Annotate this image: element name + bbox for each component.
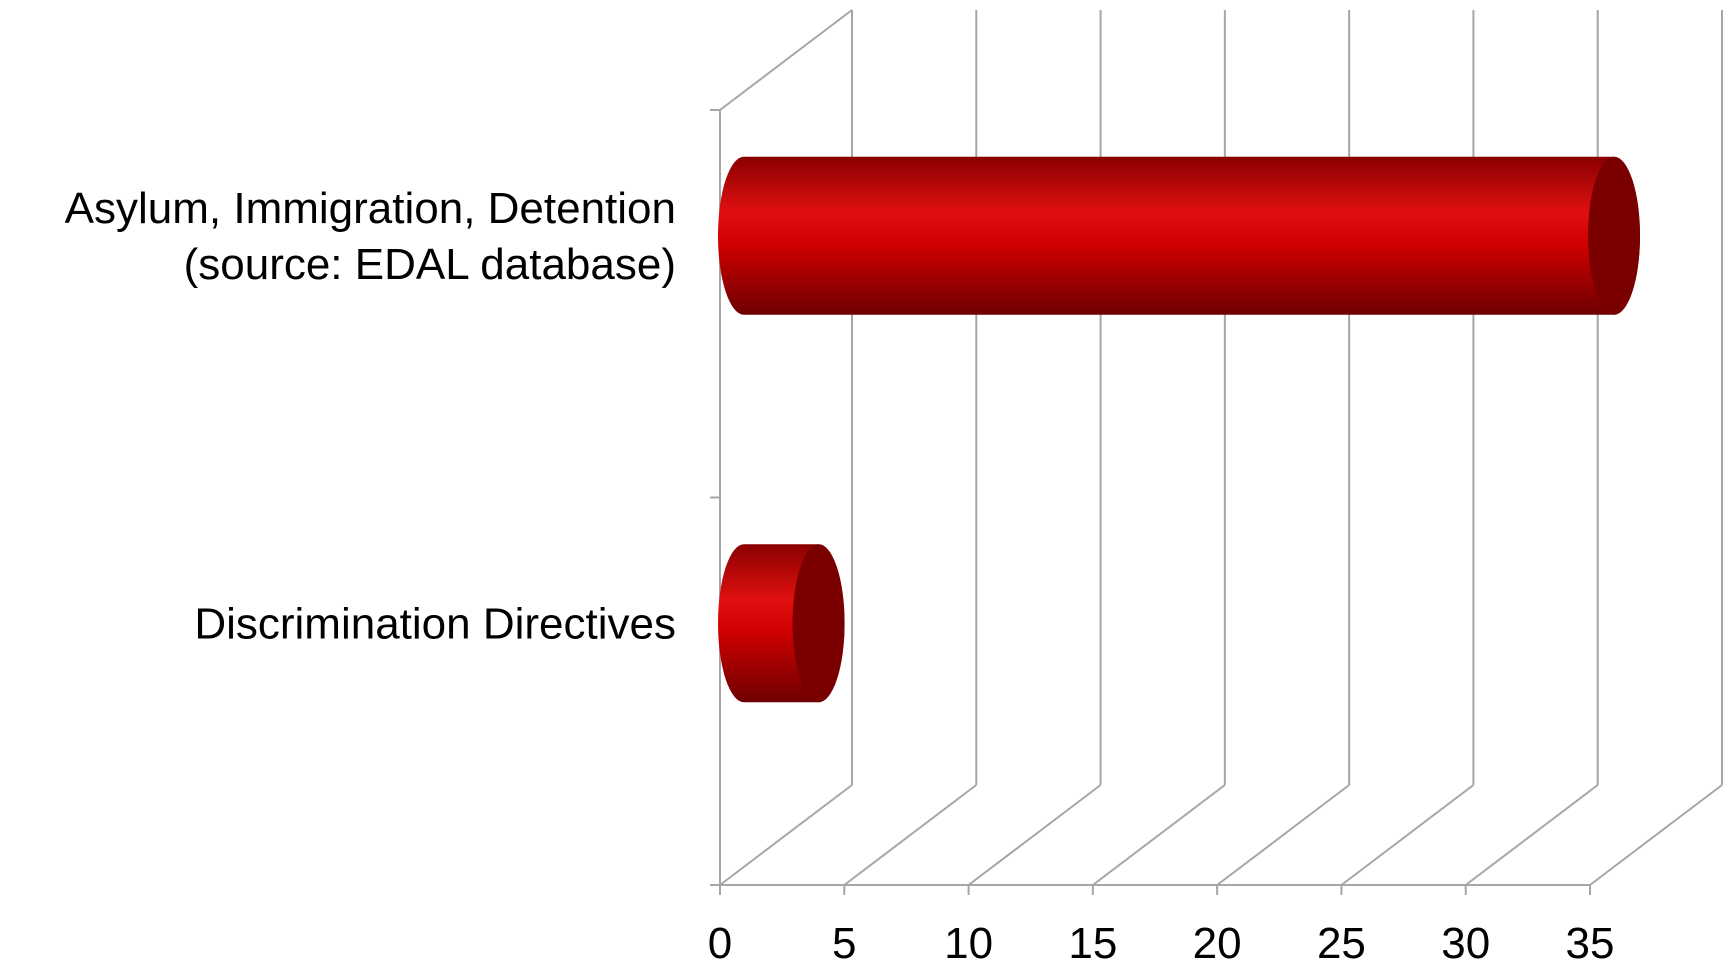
bar-body bbox=[718, 156, 1641, 315]
floor-line-25 bbox=[1340, 784, 1475, 886]
bars bbox=[718, 156, 1641, 703]
floor-line-0 bbox=[719, 784, 853, 886]
x-tick-label-5: 5 bbox=[832, 919, 856, 962]
bar-end-cap bbox=[792, 544, 845, 703]
floor-line-10 bbox=[967, 784, 1102, 886]
category-label: (source: EDAL database) bbox=[184, 240, 676, 289]
x-tick-label-30: 30 bbox=[1441, 919, 1490, 962]
x-tick-label-10: 10 bbox=[944, 919, 993, 962]
labels: 0 5 10 15 20 25 30 35 Asylum, Immigration, Deten… bbox=[65, 184, 1615, 962]
bar-1 bbox=[718, 544, 845, 703]
floor-line-30 bbox=[1465, 784, 1599, 886]
floor-line-5 bbox=[843, 784, 977, 886]
x-tick-label-35: 35 bbox=[1566, 919, 1615, 962]
bar-0 bbox=[718, 156, 1641, 315]
category-label: Discrimination Directives bbox=[194, 599, 676, 648]
floor-line-35 bbox=[1589, 784, 1723, 886]
bar-end-cap bbox=[1588, 156, 1640, 315]
x-tick-label-15: 15 bbox=[1068, 919, 1117, 962]
category-label: Asylum, Immigration, Detention bbox=[65, 184, 676, 233]
x-tick-label-20: 20 bbox=[1193, 919, 1242, 962]
wall-top-edge bbox=[719, 9, 853, 111]
floor-line-20 bbox=[1216, 784, 1350, 886]
x-tick-label-25: 25 bbox=[1317, 919, 1366, 962]
x-tick-label-0: 0 bbox=[708, 919, 732, 962]
floor-line-15 bbox=[1092, 784, 1226, 886]
gridlines bbox=[710, 9, 1723, 895]
